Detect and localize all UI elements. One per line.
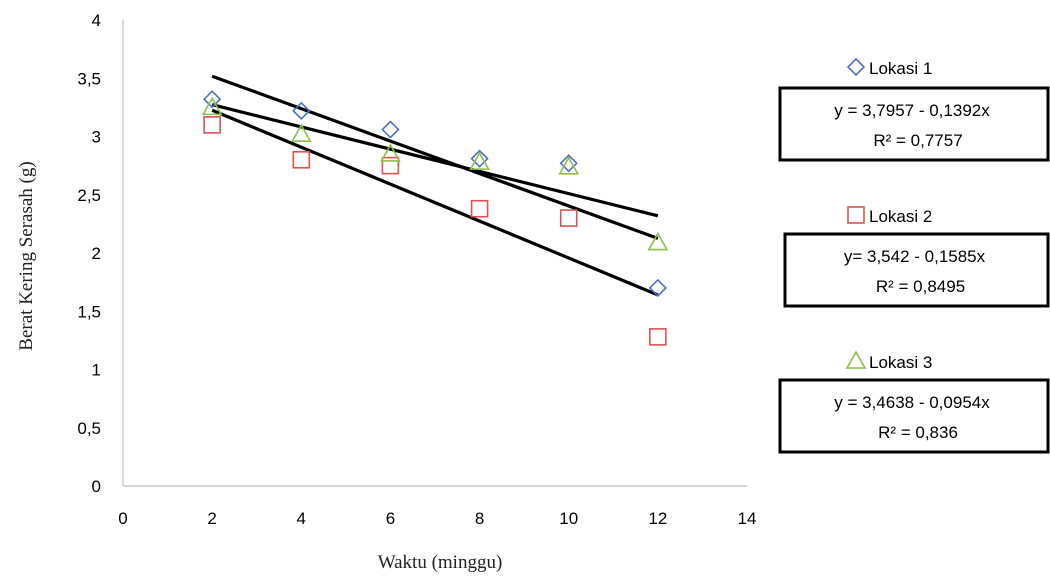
point-lokasi-2 [470,199,489,218]
y-tick-label: 2 [92,244,101,263]
point-lokasi-2 [292,151,311,169]
trendline-1 [211,74,659,240]
y-axis-title: Berat Kering Serasah (g) [16,161,37,350]
trendline-2 [211,108,659,297]
equation-box-3 [778,378,1050,454]
point-lokasi-1 [648,278,667,298]
y-tick-label: 3 [92,128,101,147]
y-tick-label: 1 [92,361,101,380]
y-tick-label: 1,5 [77,302,101,321]
trendlines [211,74,659,297]
x-axis-title: Waktu (minggu) [378,552,503,573]
x-tick-label: 0 [118,509,127,528]
r-squared-1: R² = 0,7757 [873,131,962,150]
legend-label-3: Lokasi 3 [869,353,932,372]
x-tick-label: 12 [648,509,667,528]
point-lokasi-1 [292,101,311,121]
y-tick-label: 3,5 [77,69,101,88]
legend: Lokasi 1 y = 3,7957 - 0,1392x R² = 0,7757 L… [778,57,1050,454]
x-tick-label: 8 [475,509,484,528]
point-lokasi-2 [381,156,400,175]
point-lokasi-1 [559,154,578,173]
equation-2: y= 3,542 - 0,1585x [844,247,986,266]
equation-box-1 [778,86,1050,162]
point-lokasi-2 [203,116,221,134]
x-tick-label: 2 [207,509,216,528]
point-lokasi-3 [380,143,401,162]
x-tick-label: 14 [738,509,757,528]
legend-marker-1 [846,57,866,77]
x-tick-label: 4 [297,509,306,528]
point-lokasi-1 [470,149,489,168]
x-tick-label: 6 [386,509,395,528]
point-lokasi-2 [649,328,667,346]
point-lokasi-1 [381,120,400,139]
point-lokasi-3 [469,151,490,170]
y-tick-label: 0 [92,477,101,496]
y-tick-label: 2,5 [77,186,101,205]
axes [122,20,747,487]
r-squared-3: R² = 0,836 [878,423,958,442]
y-tick-label: 0,5 [77,419,101,438]
trendline-3 [211,103,659,218]
legend-label-2: Lokasi 2 [869,207,932,226]
point-lokasi-1 [203,90,222,109]
point-lokasi-3 [290,123,312,142]
x-tick-label: 10 [559,509,578,528]
tick-labels: 0 2 4 6 8 10 12 14 0 0,5 1 1,5 2 2,5 3 3,5 4 [77,11,756,528]
legend-marker-3 [845,350,867,369]
point-lokasi-2 [559,209,578,227]
point-lokasi-3 [558,156,580,175]
point-lokasi-3 [647,231,669,251]
r-squared-2: R² = 0,8495 [876,277,965,296]
equation-1: y = 3,7957 - 0,1392x [834,101,990,120]
legend-label-1: Lokasi 1 [869,59,932,78]
y-tick-label: 4 [92,11,101,30]
equation-box-2 [783,232,1050,308]
legend-marker-2 [847,206,865,224]
equation-3: y = 3,4638 - 0,0954x [834,393,990,412]
data-points [201,90,669,346]
point-lokasi-3 [201,96,223,116]
